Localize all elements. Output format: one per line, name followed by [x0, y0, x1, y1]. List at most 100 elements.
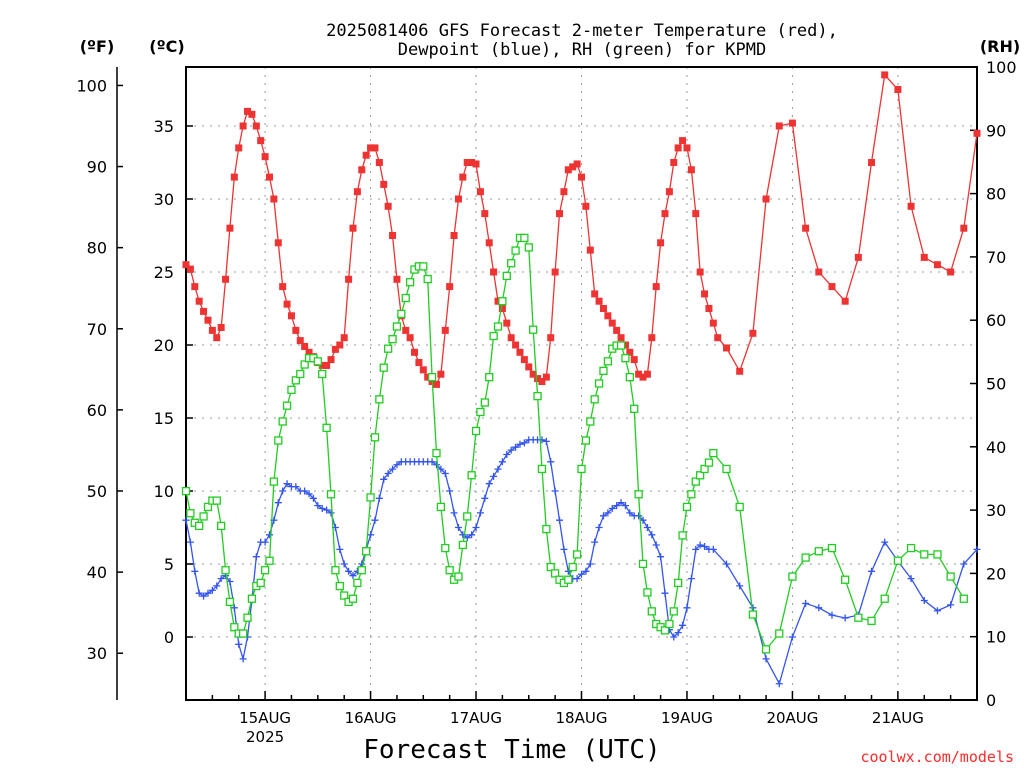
data-point [534, 375, 542, 383]
data-point [551, 487, 559, 495]
data-point [397, 309, 406, 319]
data-point [498, 297, 507, 306]
data-point [204, 316, 212, 324]
data-point [647, 607, 656, 616]
data-point [423, 274, 432, 284]
x-tick-label: 20AUG [766, 709, 818, 727]
data-point [841, 575, 850, 584]
data-point [613, 502, 621, 510]
credit-link[interactable]: coolwx.com/models [860, 748, 1014, 766]
data-point [788, 572, 797, 581]
data-point [616, 341, 626, 350]
data-point [678, 531, 687, 540]
data-point [239, 122, 247, 130]
data-point [208, 586, 216, 594]
data-point [450, 232, 458, 239]
data-point [204, 589, 212, 597]
data-point [371, 516, 379, 524]
data-point [296, 337, 304, 345]
data-point [661, 589, 669, 597]
data-point [854, 613, 863, 622]
data-point [661, 210, 669, 218]
data-point [507, 259, 516, 268]
data-point [594, 379, 604, 388]
fahrenheit-axis-label: (ºF) [80, 37, 115, 56]
data-point [529, 325, 538, 334]
data-point [591, 290, 599, 298]
data-point [560, 188, 568, 196]
data-point [705, 305, 713, 312]
data-point [670, 159, 678, 166]
data-point [542, 373, 550, 381]
data-point [208, 326, 216, 334]
data-point [933, 607, 941, 615]
celsius-axis-label: (ºC) [149, 37, 184, 56]
data-point [217, 323, 225, 331]
rh-tick-label: 70 [986, 248, 1006, 267]
data-point [736, 367, 744, 375]
data-point [353, 578, 362, 588]
rh-tick-label: 0 [986, 691, 996, 710]
data-point [635, 512, 643, 520]
data-point [503, 451, 511, 458]
data-series [181, 71, 981, 688]
data-point [578, 570, 585, 578]
data-point [283, 480, 291, 488]
data-point [696, 541, 704, 549]
data-point [841, 297, 849, 305]
data-point [973, 129, 981, 137]
rh-tick-label: 20 [986, 564, 1006, 583]
data-point [520, 356, 528, 364]
data-point [556, 210, 564, 218]
data-point [679, 137, 687, 145]
data-point [604, 509, 612, 517]
data-point [881, 538, 889, 546]
data-point [701, 290, 709, 298]
data-point [441, 543, 450, 553]
data-point [880, 594, 889, 603]
data-point [331, 345, 339, 353]
data-point [498, 458, 506, 466]
data-point [336, 545, 344, 553]
data-point [920, 550, 929, 559]
data-point [388, 335, 397, 344]
rh-tick-label: 10 [986, 628, 1006, 647]
data-point [230, 173, 238, 181]
data-point [512, 341, 520, 349]
data-point [674, 144, 682, 152]
data-point [493, 322, 503, 331]
data-point [723, 560, 731, 568]
data-point [471, 426, 481, 436]
data-point [411, 348, 419, 356]
data-point [511, 246, 520, 255]
data-point [291, 376, 301, 385]
data-point [572, 550, 582, 559]
data-point [762, 195, 770, 203]
data-point [292, 326, 300, 334]
data-point [301, 342, 309, 350]
chart-title-line-1: 2025081406 GFS Forecast 2-meter Temperat… [326, 21, 838, 41]
data-point [621, 502, 629, 510]
data-point [357, 566, 366, 575]
data-point [547, 334, 555, 342]
fahrenheit-tick-label: 70 [87, 320, 107, 339]
data-point [749, 329, 757, 337]
data-point [472, 524, 480, 531]
data-point [512, 443, 520, 451]
data-point [468, 159, 476, 166]
data-point [287, 312, 295, 320]
data-point [735, 502, 744, 512]
data-point [428, 458, 436, 466]
series-rh [181, 233, 968, 654]
data-point [947, 601, 955, 609]
data-point [331, 566, 340, 575]
data-point [480, 398, 489, 407]
data-point [503, 319, 511, 327]
data-point [322, 423, 331, 432]
data-point [674, 629, 682, 637]
data-point [907, 575, 915, 583]
data-point [599, 305, 607, 312]
data-point [292, 483, 300, 491]
data-point [260, 566, 270, 575]
data-point [894, 86, 902, 93]
